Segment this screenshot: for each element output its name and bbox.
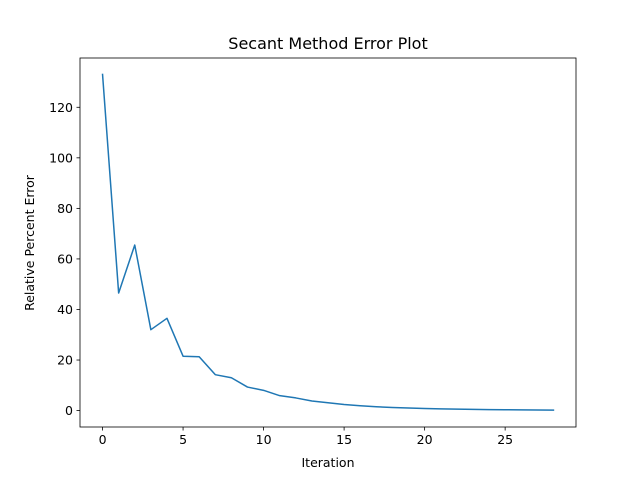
plot-frame [79,57,577,428]
plot-area: 0 5 10 15 20 25 0 20 40 60 80 100 120 [49,57,577,447]
y-tick-label: 120 [49,100,73,115]
y-tick-label: 80 [57,201,73,216]
y-tick-label: 100 [49,150,73,165]
y-tick-label: 20 [57,353,73,368]
y-tick-label: 0 [65,403,73,418]
y-axis-label: Relative Percent Error [22,174,37,311]
x-tick-label: 15 [336,432,352,447]
y-tick-label: 40 [57,302,73,317]
chart-title: Secant Method Error Plot [228,34,427,53]
x-tick-label: 25 [497,432,513,447]
x-tick-label: 10 [256,432,272,447]
x-tick-label: 20 [417,432,433,447]
x-tick-label: 5 [179,432,187,447]
y-tick-label: 60 [57,251,73,266]
series-line-0 [101,73,555,411]
x-axis-label: Iteration [301,455,354,470]
x-tick-label: 0 [99,432,107,447]
